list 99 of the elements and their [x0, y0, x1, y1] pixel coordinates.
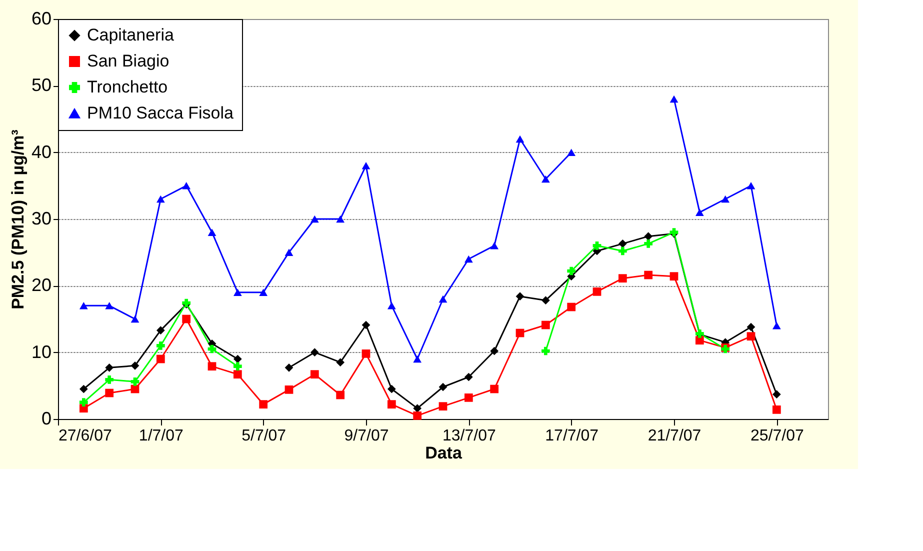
point — [746, 332, 756, 341]
point — [592, 241, 602, 250]
point — [336, 390, 345, 400]
point — [362, 162, 370, 170]
point — [336, 215, 345, 223]
point — [156, 326, 165, 335]
point — [695, 336, 704, 345]
y-tick-label: 40 — [31, 142, 52, 162]
point — [79, 398, 88, 407]
point — [721, 195, 730, 203]
point — [156, 354, 165, 364]
y-tick-label: 0 — [41, 408, 52, 428]
point — [644, 239, 653, 248]
point — [670, 95, 678, 103]
point — [541, 320, 550, 330]
y-axis-title: PM2.5 (PM10) in µg/m³ — [8, 129, 28, 310]
point — [233, 288, 242, 296]
point — [541, 175, 550, 183]
y-tick-label: 10 — [31, 342, 52, 362]
point — [336, 358, 345, 367]
point — [541, 346, 550, 356]
legend-label: Tronchetto — [87, 78, 168, 96]
point — [541, 296, 550, 305]
y-tick-label: 30 — [31, 208, 52, 228]
point — [233, 362, 242, 371]
point — [208, 362, 216, 371]
point — [182, 314, 191, 324]
point — [387, 302, 396, 310]
point — [772, 322, 781, 330]
point — [516, 328, 524, 338]
point — [208, 228, 216, 236]
point — [310, 348, 319, 357]
y-tick-label: 20 — [31, 275, 52, 296]
point — [695, 208, 704, 216]
x-tick-label: 9/7/07 — [344, 428, 389, 444]
point — [670, 272, 678, 281]
point — [516, 292, 524, 301]
point — [438, 382, 448, 392]
point — [284, 248, 294, 256]
point — [746, 182, 756, 190]
point — [387, 400, 396, 409]
point — [464, 393, 473, 402]
point — [567, 148, 576, 156]
x-tick-label: 27/6/07 — [58, 428, 112, 444]
point — [105, 302, 114, 310]
point — [490, 346, 499, 356]
point — [592, 287, 602, 296]
point — [413, 411, 422, 420]
point — [362, 349, 370, 358]
point — [130, 361, 140, 370]
point — [464, 372, 473, 382]
point — [746, 322, 756, 332]
point — [182, 182, 191, 190]
y-tick-label: 60 — [31, 8, 52, 28]
point — [362, 320, 370, 330]
x-tick-label: 5/7/07 — [242, 428, 286, 444]
point — [490, 242, 499, 250]
x-tick-label: 13/7/07 — [442, 428, 496, 444]
legend-label: San Biagio — [87, 52, 170, 70]
point — [413, 355, 422, 363]
point — [233, 370, 242, 379]
point — [156, 195, 165, 203]
legend-label: Capitaneria — [87, 26, 174, 44]
point — [772, 405, 781, 414]
x-tick-label: 1/7/07 — [138, 428, 184, 444]
point — [259, 400, 268, 409]
point — [79, 384, 88, 394]
point — [438, 402, 448, 411]
point — [567, 302, 576, 312]
x-axis-title: Data — [425, 444, 462, 462]
point — [259, 288, 268, 296]
point — [233, 354, 242, 364]
point — [618, 239, 627, 248]
point — [156, 341, 165, 350]
x-tick-label: 25/7/07 — [750, 428, 804, 444]
legend-label: PM10 Sacca Fisola — [87, 104, 234, 122]
y-tick-label: 50 — [31, 75, 52, 96]
point — [284, 363, 294, 372]
point — [284, 385, 294, 394]
point — [310, 215, 319, 223]
point — [644, 270, 653, 280]
point — [490, 384, 499, 394]
point — [79, 302, 88, 310]
point — [105, 375, 114, 384]
point — [772, 390, 781, 399]
point — [438, 295, 448, 303]
point — [130, 377, 140, 386]
point — [105, 388, 114, 398]
x-tick-label: 21/7/07 — [648, 428, 702, 444]
point — [130, 315, 140, 323]
point — [618, 274, 627, 283]
x-tick-label: 17/7/07 — [545, 428, 599, 444]
point — [464, 255, 473, 263]
point — [567, 266, 576, 276]
point — [387, 384, 396, 394]
point — [618, 246, 627, 256]
point — [516, 135, 524, 143]
point — [310, 370, 319, 379]
point — [105, 363, 114, 372]
